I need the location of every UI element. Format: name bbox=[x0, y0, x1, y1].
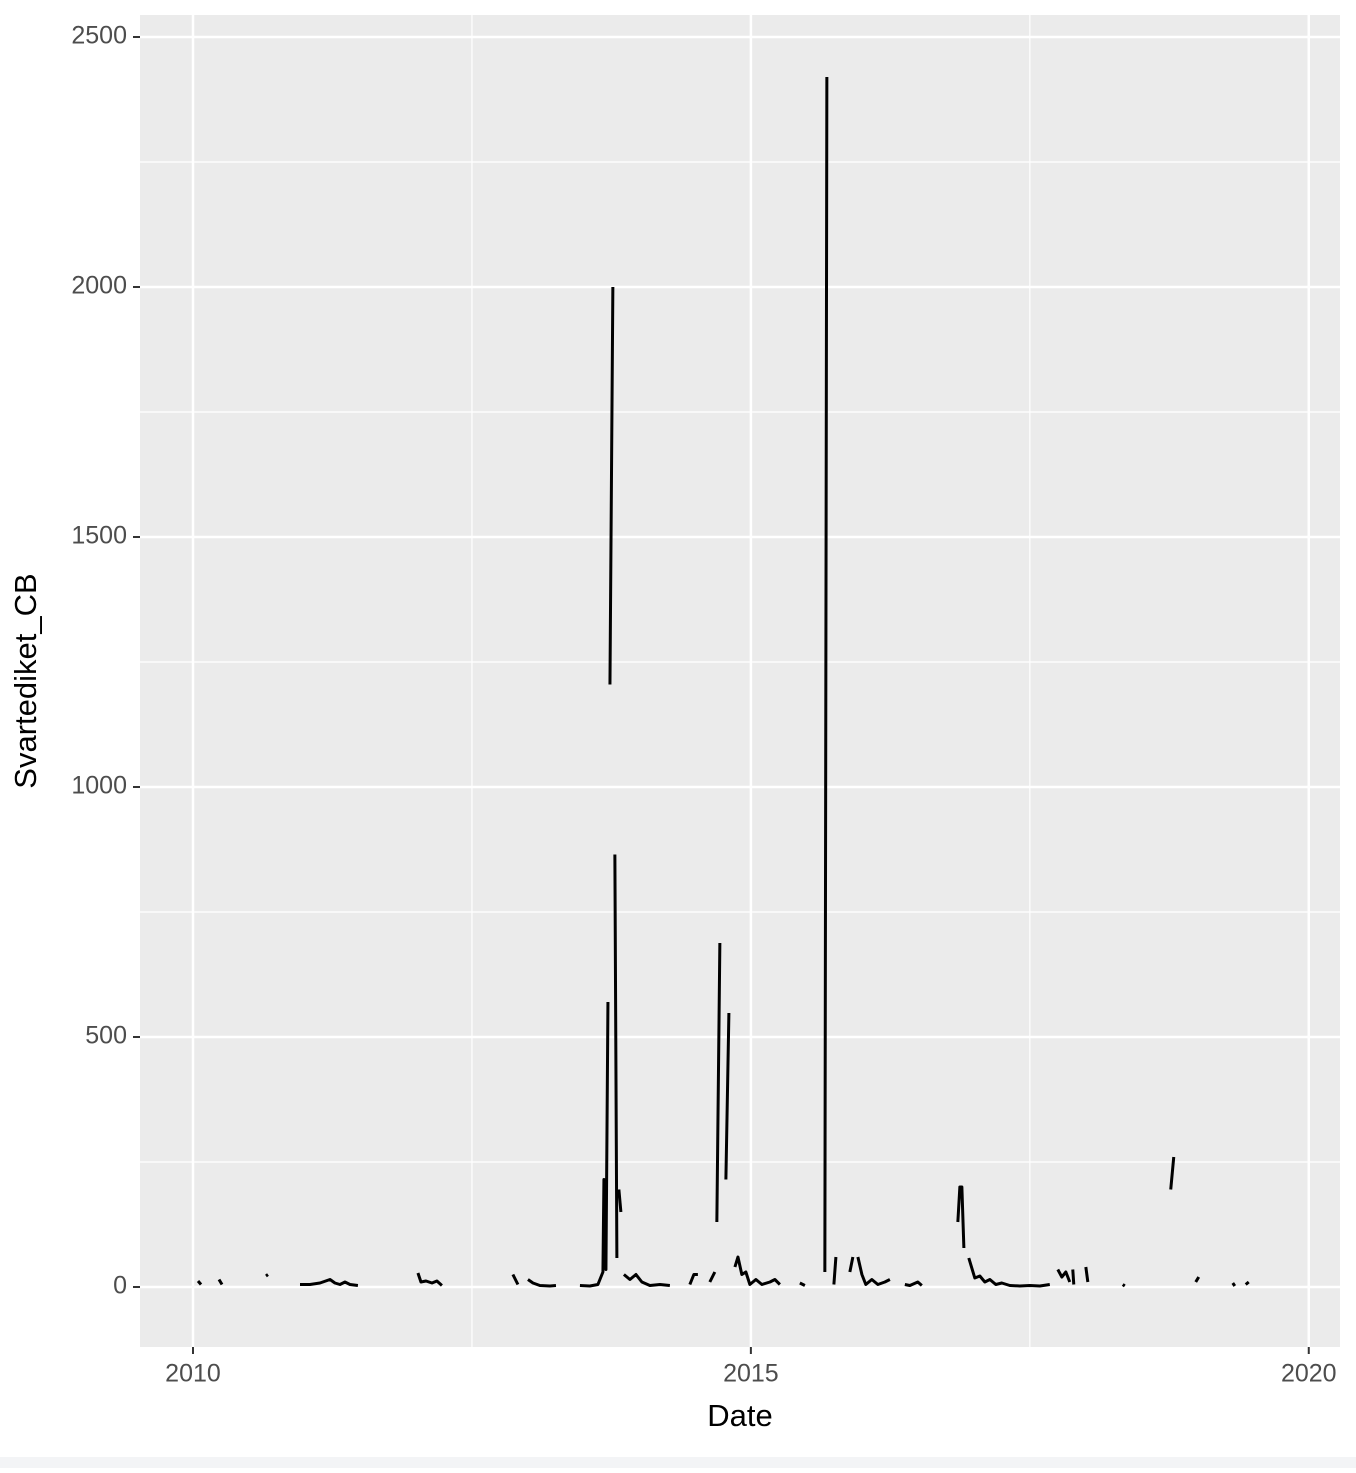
y-tick-label: 2500 bbox=[71, 22, 127, 50]
x-axis-title: Date bbox=[707, 1398, 772, 1433]
y-tick-label: 1000 bbox=[71, 772, 127, 800]
x-tick-label: 2020 bbox=[1281, 1360, 1337, 1388]
x-tick-label: 2015 bbox=[723, 1360, 779, 1388]
y-tick-label: 0 bbox=[113, 1272, 127, 1300]
y-tick-label: 500 bbox=[85, 1022, 127, 1050]
y-tick-label: 1500 bbox=[71, 522, 127, 550]
plot: 0 500 1000 1500 2000 2500 2010 2015 2020 bbox=[71, 15, 1340, 1388]
data-line bbox=[196, 76, 1250, 1288]
y-axis-title: Svartediket_CB bbox=[8, 573, 43, 788]
panel bbox=[140, 15, 1340, 1347]
x-tick-label: 2010 bbox=[165, 1360, 221, 1388]
y-tick-label: 2000 bbox=[71, 272, 127, 300]
footer-strip bbox=[0, 1457, 1356, 1468]
